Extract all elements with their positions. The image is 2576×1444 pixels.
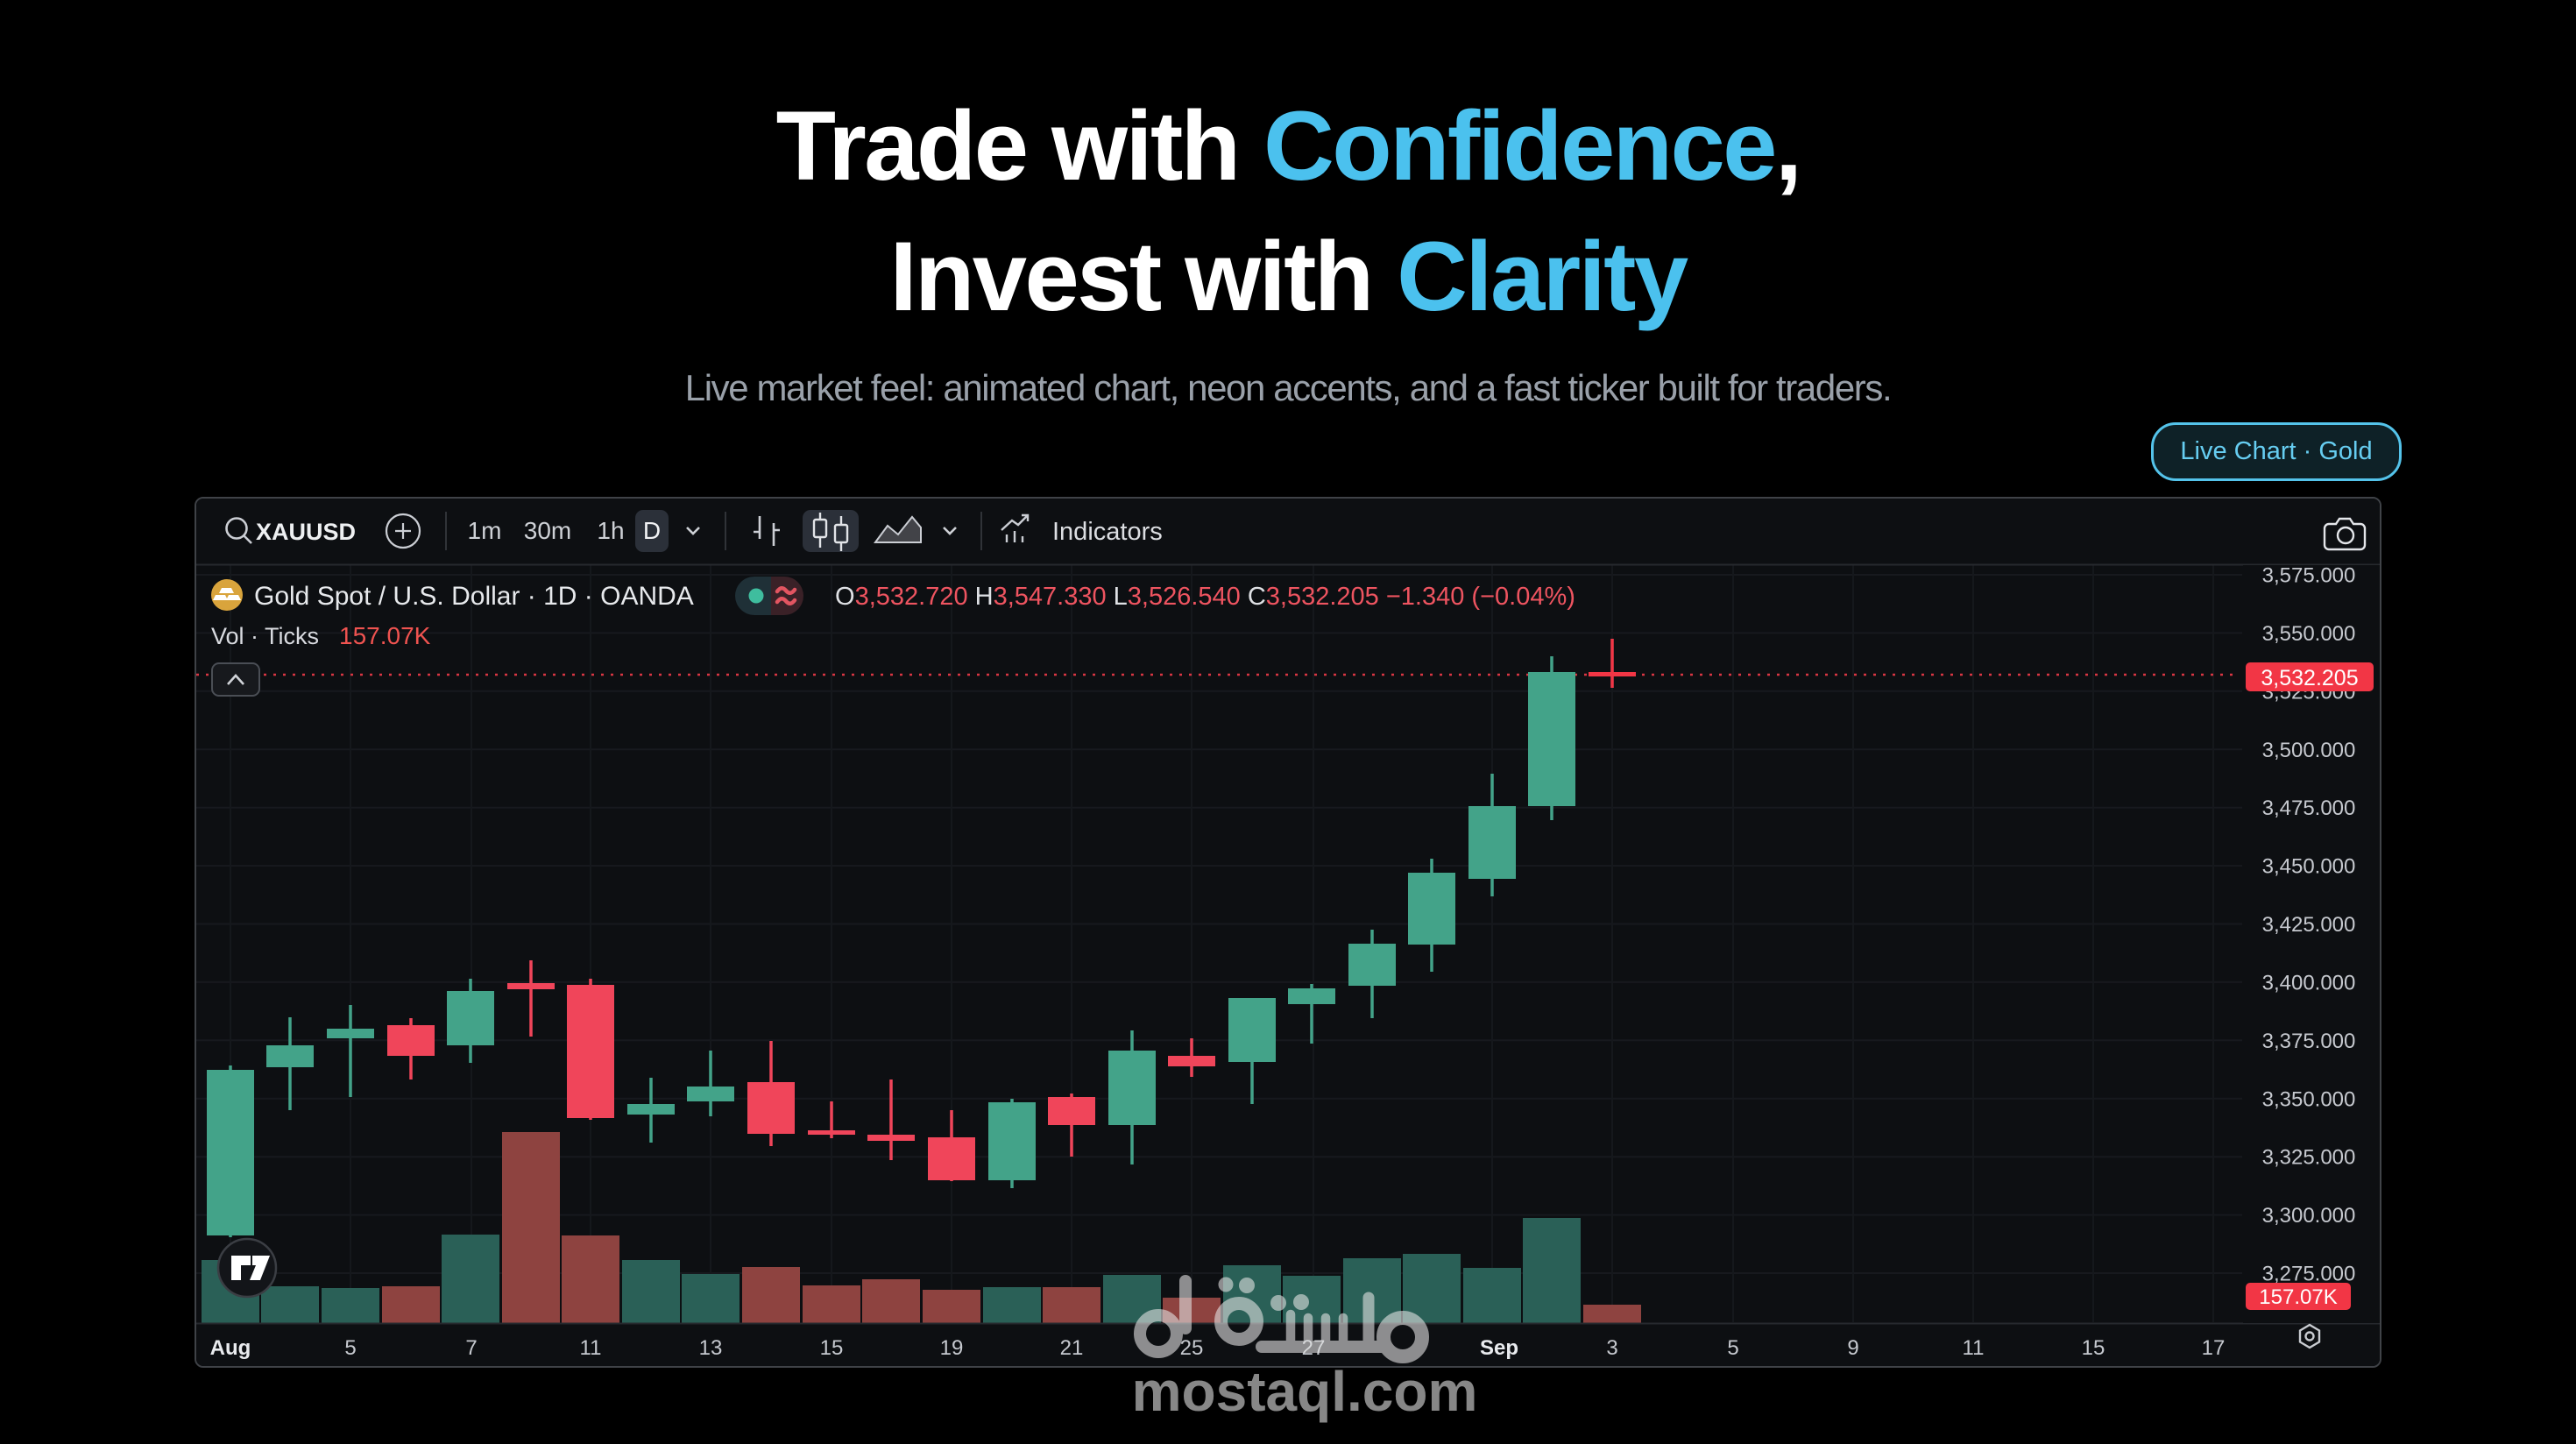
svg-text:5: 5 (344, 1336, 356, 1360)
svg-text:9: 9 (1847, 1336, 1858, 1360)
svg-text:3,450.000: 3,450.000 (2262, 855, 2356, 879)
svg-text:17: 17 (2202, 1336, 2226, 1360)
svg-text:21: 21 (1060, 1336, 1084, 1360)
svg-text:5: 5 (1727, 1336, 1738, 1360)
svg-text:3,375.000: 3,375.000 (2262, 1030, 2356, 1053)
svg-text:XAUUSD: XAUUSD (256, 519, 356, 545)
svg-text:3,350.000: 3,350.000 (2262, 1087, 2356, 1111)
svg-text:mostaql.com: mostaql.com (1132, 1360, 1478, 1423)
svg-text:Sep: Sep (1480, 1336, 1518, 1360)
svg-text:3,532.205: 3,532.205 (2261, 666, 2358, 690)
svg-text:Indicators: Indicators (1052, 518, 1163, 546)
svg-text:Vol · Ticks: Vol · Ticks (211, 623, 319, 649)
svg-text:O3,532.720 H3,547.330 L3,526.5: O3,532.720 H3,547.330 L3,526.540 C3,532.… (835, 583, 1575, 611)
svg-text:1h: 1h (597, 517, 624, 544)
svg-text:D: D (643, 517, 661, 544)
svg-text:157.07K: 157.07K (2259, 1285, 2337, 1309)
svg-text:3,475.000: 3,475.000 (2262, 796, 2356, 820)
svg-text:15: 15 (820, 1336, 844, 1360)
svg-text:11: 11 (1963, 1336, 1985, 1360)
svg-text:3,275.000: 3,275.000 (2262, 1263, 2356, 1286)
svg-text:7: 7 (465, 1336, 477, 1360)
svg-text:157.07K: 157.07K (339, 622, 431, 649)
svg-text:25: 25 (1180, 1336, 1204, 1360)
svg-text:1m: 1m (468, 517, 502, 544)
svg-text:19: 19 (940, 1336, 964, 1360)
svg-text:3,300.000: 3,300.000 (2262, 1204, 2356, 1228)
svg-text:3,500.000: 3,500.000 (2262, 739, 2356, 762)
svg-text:Gold Spot / U.S. Dollar · 1D ·: Gold Spot / U.S. Dollar · 1D · OANDA (254, 582, 694, 611)
svg-text:3,575.000: 3,575.000 (2262, 564, 2356, 588)
svg-text:13: 13 (699, 1336, 723, 1360)
svg-text:30m: 30m (524, 517, 571, 544)
svg-text:3: 3 (1606, 1336, 1617, 1360)
svg-text:11: 11 (580, 1336, 602, 1360)
svg-text:Aug: Aug (210, 1336, 251, 1360)
svg-text:3,550.000: 3,550.000 (2262, 622, 2356, 646)
svg-text:3,325.000: 3,325.000 (2262, 1146, 2356, 1170)
svg-text:15: 15 (2082, 1336, 2105, 1360)
svg-text:3,400.000: 3,400.000 (2262, 971, 2356, 995)
svg-text:3,425.000: 3,425.000 (2262, 913, 2356, 937)
